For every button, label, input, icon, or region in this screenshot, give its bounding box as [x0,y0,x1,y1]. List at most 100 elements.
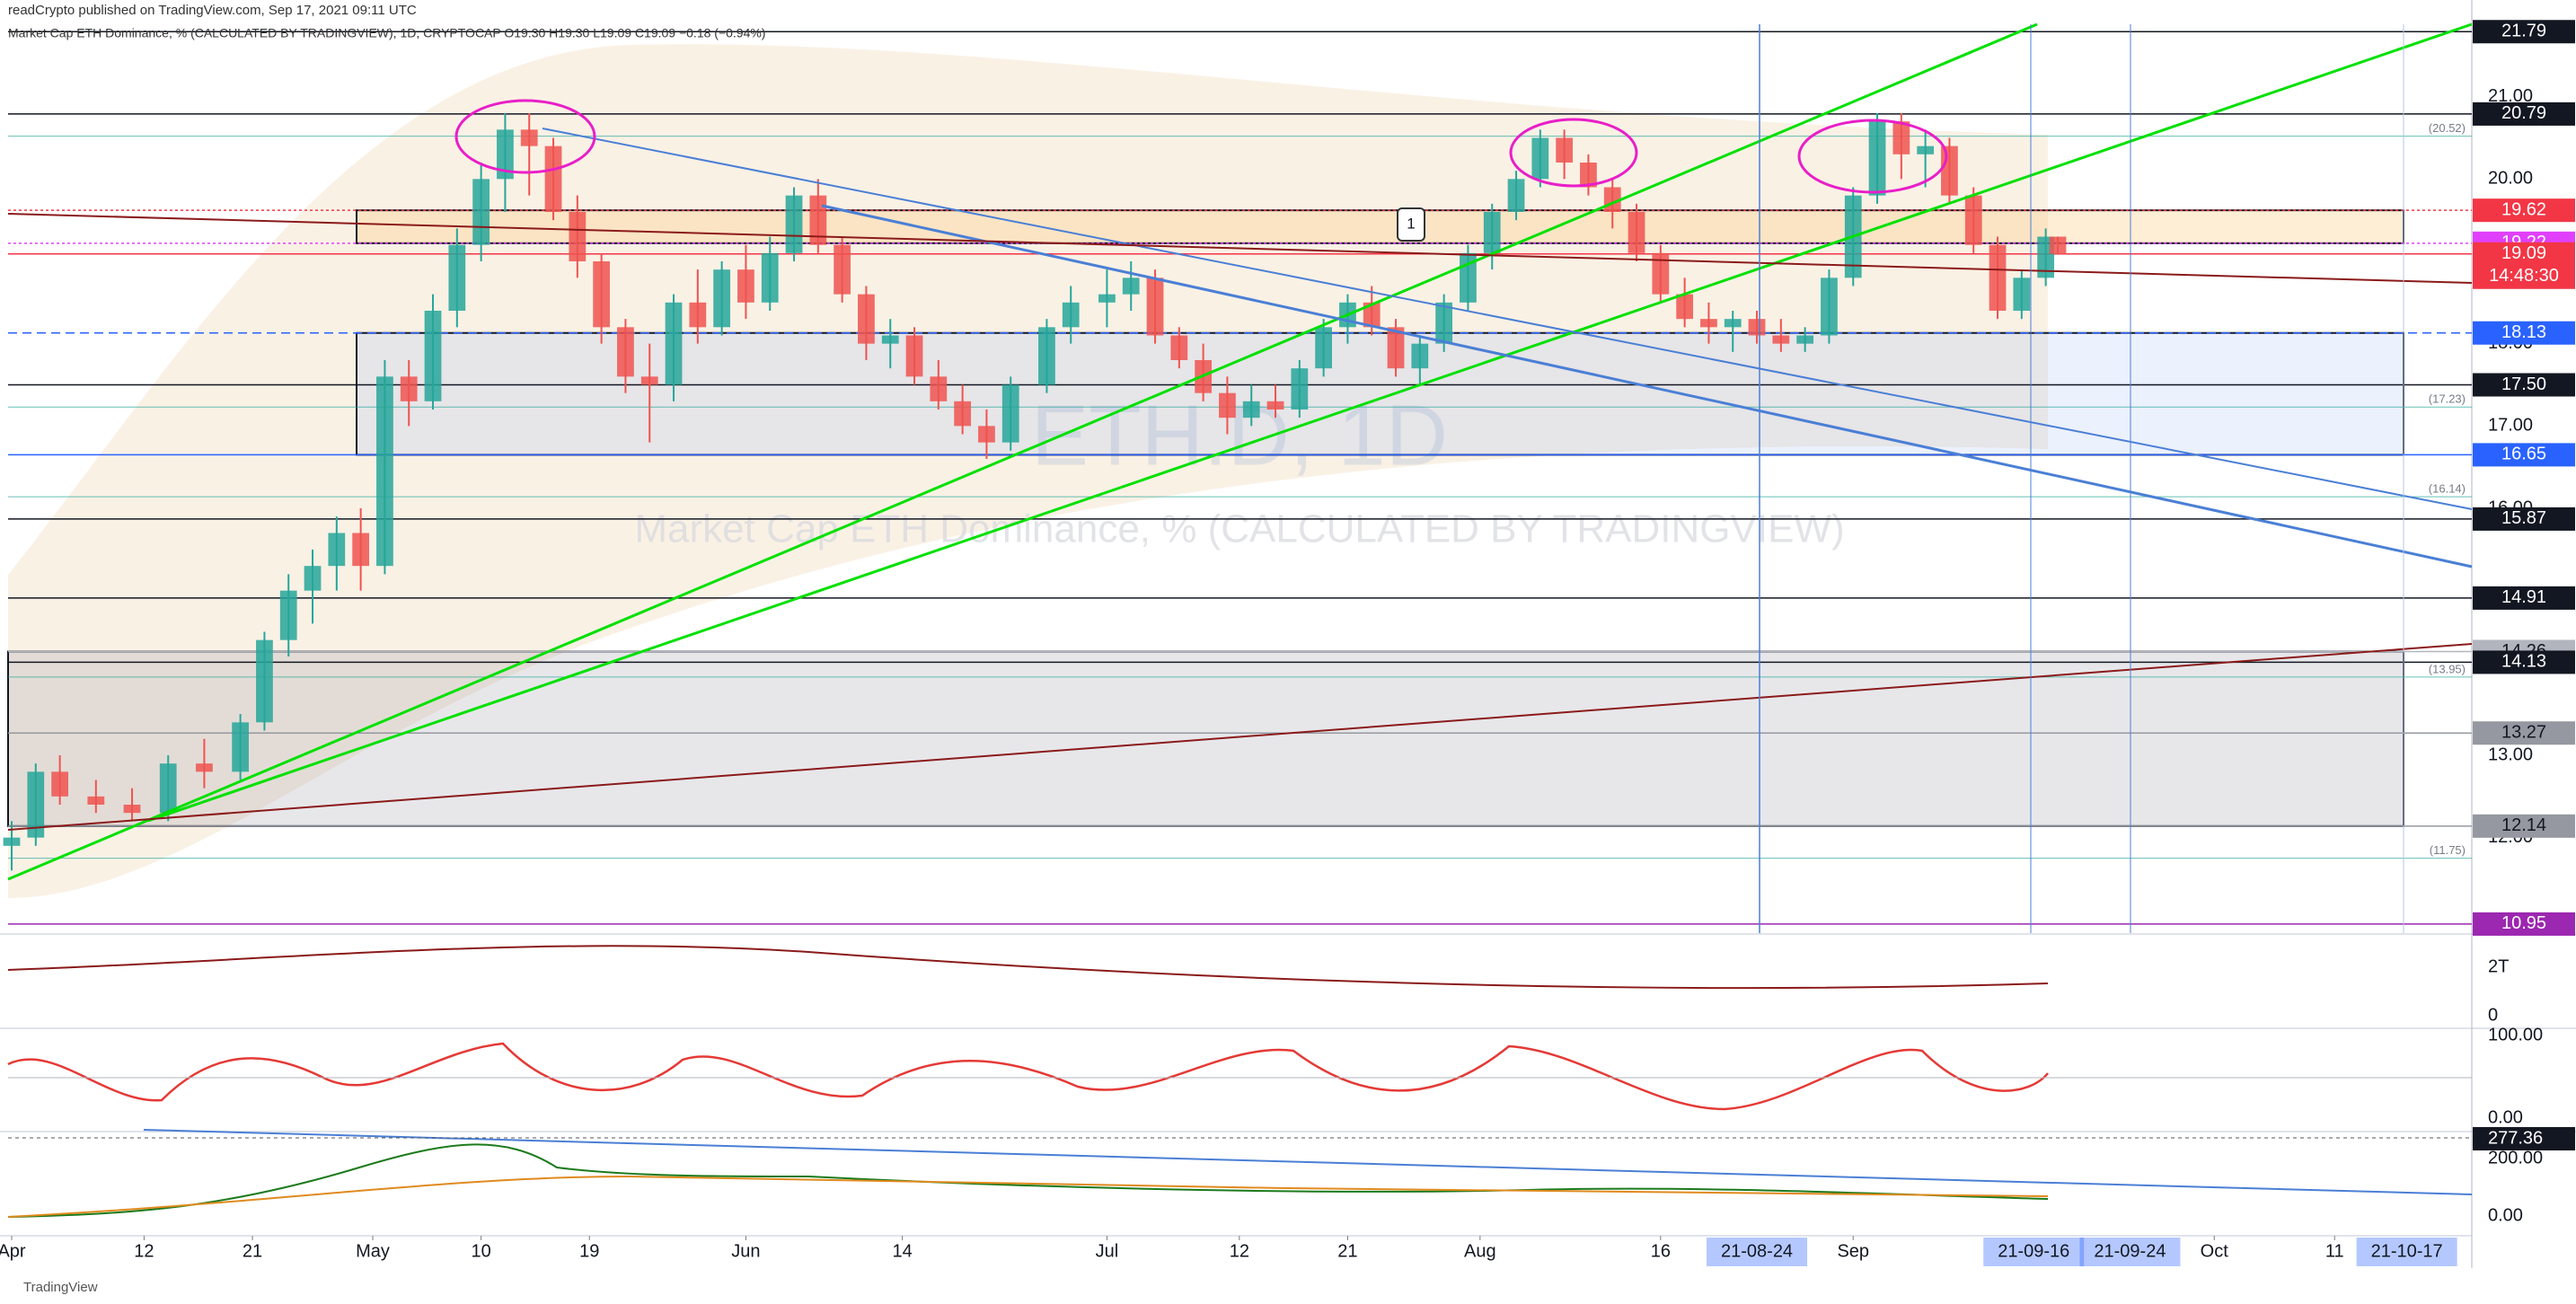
zone [356,209,2404,244]
candle-body [665,302,683,385]
x-tick-label: 10 [471,1241,490,1261]
candle-body [834,244,851,295]
fib-label: (11.75) [2430,843,2466,857]
x-tick-label: Apr [0,1241,26,1261]
candle-body [1146,278,1164,336]
price-tag [2473,242,2575,289]
price-tag-label: 16.65 [2501,445,2546,464]
candle-body [1821,278,1838,336]
highlight-circle [454,99,596,174]
candle-body [1531,137,1549,180]
plot-layer [3,31,2472,925]
candle-body [1315,327,1333,369]
price-tag-label: 14.91 [2501,587,2546,607]
candle-body [1676,294,1694,320]
price-tag-label: 12.14 [2501,815,2546,835]
footer-brand: TradingView [23,1280,98,1295]
x-tick-label: 21-08-24 [1721,1241,1793,1261]
fib-label: (13.95) [2429,662,2466,675]
candle-body [737,269,754,303]
candle-body [544,145,562,212]
x-tick-label: Jul [1096,1241,1119,1261]
band-fill [8,44,2048,898]
candle-body [196,763,213,772]
candle-body [1556,137,1574,163]
candle-body [713,269,731,328]
candle-body [1580,163,1597,188]
price-tag-label: 17.50 [2501,374,2546,394]
candle-body [497,129,514,180]
highlight-circle [1509,118,1638,188]
x-tag [1707,1238,1808,1266]
price-tag [2473,586,2575,610]
x-tick-label: 21 [243,1241,262,1261]
candle-body [1917,145,1935,154]
trend-line [143,1129,2473,1195]
price-tag-label: 19.62 [2501,199,2546,219]
candle-body [1652,252,1670,295]
price-tag-label: 14.13 [2501,652,2546,672]
watermark-name: Market Cap ETH Dominance, % (CALCULATED … [634,507,1844,551]
candle-body [905,335,923,377]
price-tag-label: 21.79 [2501,22,2546,41]
candle-body [1062,302,1080,328]
candle-body [1291,368,1309,410]
candle-body [1170,335,1188,360]
volume-axis-label: 0 [2488,1005,2498,1025]
fib-label: (17.23) [2429,392,2466,406]
x-tick-label: Sep [1837,1241,1869,1261]
price-tag-label: 19.09 [2501,243,2546,263]
candle-body [1242,401,1260,419]
candle-body [593,261,611,328]
x-tick-label: 21 [1337,1241,1357,1261]
candle-body [1507,179,1525,212]
countdown-label: 14:48:30 [2489,266,2559,286]
indicator-line [7,945,2049,990]
y-tick-label: 13.00 [2488,745,2533,764]
candle-body [472,179,490,245]
price-tag [2473,20,2575,44]
candle-body [51,771,69,797]
candle-body [1363,302,1381,328]
price-tag [2473,443,2575,467]
stoch-axis-label: 100.00 [2488,1025,2543,1044]
stoch-axis-label: 0.00 [2488,1107,2523,1127]
price-tag [2473,101,2575,126]
candle-body [1700,319,1717,328]
legend-text: Market Cap ETH Dominance, % (CALCULATED … [8,26,765,40]
candle-body [1098,294,1116,303]
x-tick-label: Oct [2201,1241,2229,1261]
candle-body [881,335,899,344]
candle-body [27,771,45,838]
trend-line [821,204,2473,568]
candle-body [279,590,297,640]
watermark-symbol: ETH.D, 1D [1031,387,1448,483]
trend-line [147,22,2473,823]
candle-body [1483,212,1501,253]
trend-line [542,128,2473,510]
indicator-line [7,1143,2049,1218]
candle-body [1796,335,1814,344]
x-tick-label: 12 [134,1241,154,1261]
price-tag-label: 10.95 [2501,913,2546,933]
candle-body [1724,319,1742,328]
candle-body [256,639,273,723]
candle-body [1435,302,1453,344]
x-tag [2356,1238,2457,1266]
candle-body [569,212,587,261]
x-tick-label: Jun [731,1241,760,1261]
candle-body [2049,236,2067,254]
trend-line [7,643,2473,831]
candle-body [640,376,658,385]
candle-body [954,401,972,427]
candle-body [785,195,803,253]
trend-line [7,213,2473,284]
candle-body [352,533,370,567]
y-tick-label: 21.00 [2488,86,2533,106]
candle-body [1122,278,1140,295]
lower-axis-label: 0.00 [2488,1205,2523,1225]
candle-body [376,376,393,567]
y-tick-label: 17.00 [2488,416,2533,436]
price-tag [2473,507,2575,531]
candle-body [689,302,707,328]
